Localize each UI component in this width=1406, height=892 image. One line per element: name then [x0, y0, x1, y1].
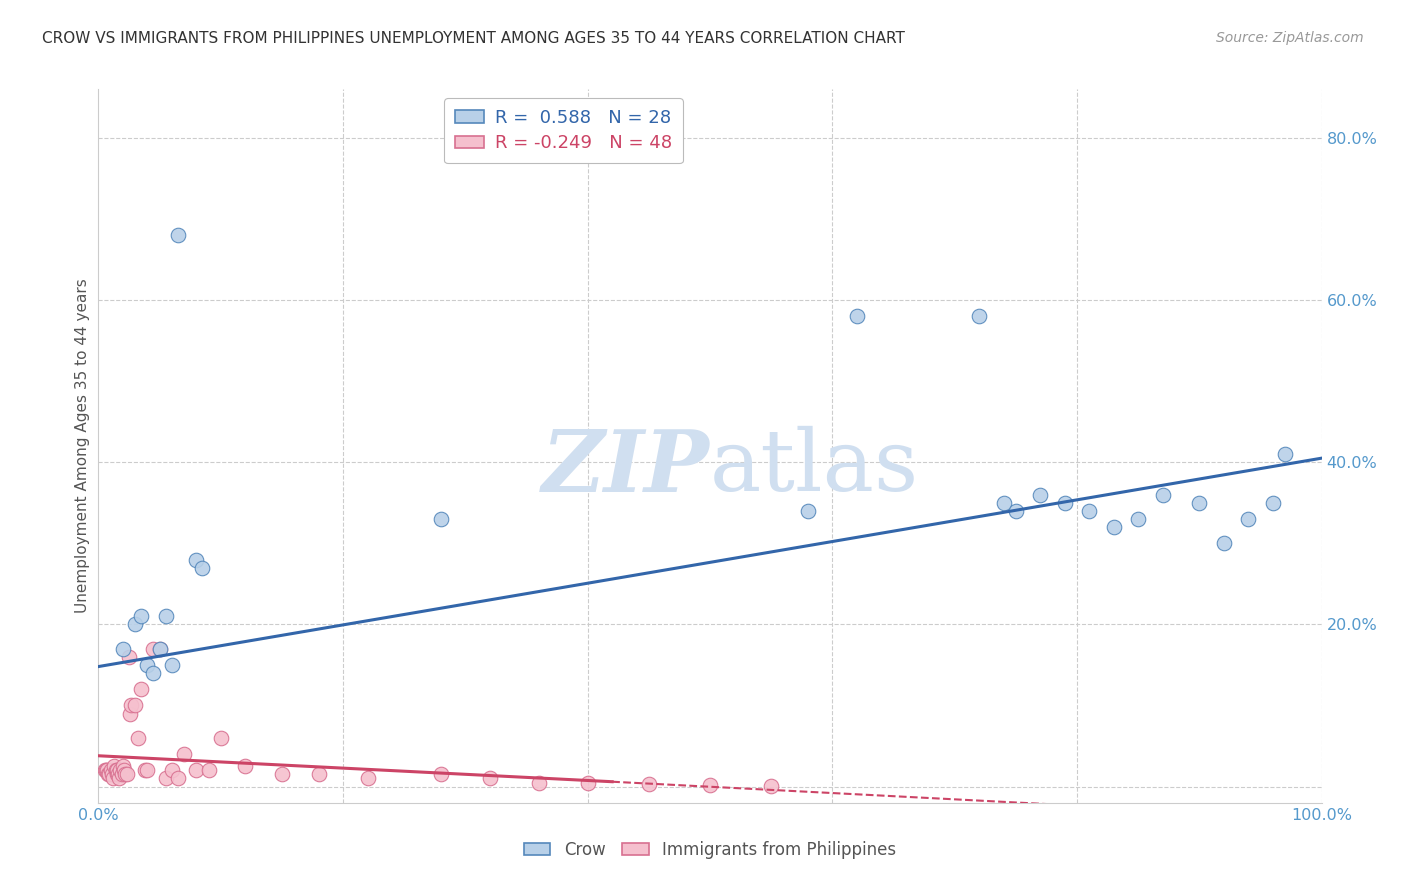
Point — [111, 641, 134, 656]
Point — [1152, 488, 1174, 502]
Point — [104, 764, 127, 778]
Text: CROW VS IMMIGRANTS FROM PHILIPPINES UNEMPLOYMENT AMONG AGES 35 TO 44 YEARS CORRE: CROW VS IMMIGRANTS FROM PHILIPPINES UNEM… — [42, 31, 905, 46]
Point — [1053, 496, 1076, 510]
Point — [209, 731, 232, 745]
Point — [136, 657, 159, 672]
Point — [1128, 512, 1150, 526]
Point — [111, 759, 134, 773]
Point — [1237, 512, 1260, 526]
Point — [993, 496, 1015, 510]
Point — [134, 764, 156, 778]
Y-axis label: Unemployment Among Ages 35 to 44 years: Unemployment Among Ages 35 to 44 years — [75, 278, 90, 614]
Point — [478, 772, 501, 786]
Point — [270, 767, 294, 781]
Point — [576, 775, 599, 789]
Point — [797, 504, 820, 518]
Point — [129, 609, 152, 624]
Text: Source: ZipAtlas.com: Source: ZipAtlas.com — [1216, 31, 1364, 45]
Point — [118, 649, 141, 664]
Point — [173, 747, 195, 761]
Point — [120, 706, 142, 721]
Point — [97, 767, 120, 781]
Point — [101, 772, 124, 786]
Point — [105, 767, 128, 781]
Point — [136, 764, 159, 778]
Point — [94, 764, 117, 778]
Legend: Crow, Immigrants from Philippines: Crow, Immigrants from Philippines — [517, 835, 903, 866]
Point — [1274, 447, 1296, 461]
Point — [129, 682, 152, 697]
Point — [115, 767, 138, 781]
Point — [96, 764, 118, 778]
Point — [93, 764, 115, 778]
Point — [356, 772, 378, 786]
Point — [149, 641, 172, 656]
Point — [127, 731, 149, 745]
Point — [1212, 536, 1234, 550]
Point — [430, 512, 453, 526]
Point — [967, 310, 990, 324]
Point — [186, 764, 208, 778]
Point — [100, 764, 122, 778]
Point — [845, 310, 868, 324]
Point — [155, 609, 177, 624]
Point — [149, 641, 172, 656]
Point — [1029, 488, 1052, 502]
Point — [308, 767, 330, 781]
Point — [142, 666, 165, 681]
Point — [101, 767, 124, 781]
Point — [160, 657, 183, 672]
Point — [103, 759, 125, 773]
Point — [112, 764, 135, 778]
Point — [1261, 496, 1284, 510]
Point — [527, 775, 550, 789]
Point — [110, 764, 132, 778]
Point — [186, 552, 208, 566]
Point — [1004, 504, 1026, 518]
Text: ZIP: ZIP — [543, 425, 710, 509]
Point — [233, 759, 256, 773]
Point — [191, 560, 214, 574]
Point — [160, 764, 183, 778]
Text: atlas: atlas — [710, 425, 920, 509]
Point — [761, 779, 783, 793]
Point — [699, 778, 721, 792]
Point — [1188, 496, 1211, 510]
Point — [167, 772, 190, 786]
Point — [114, 767, 136, 781]
Point — [124, 698, 146, 713]
Point — [107, 767, 129, 781]
Point — [1102, 520, 1125, 534]
Point — [638, 777, 661, 791]
Point — [98, 767, 121, 781]
Point — [111, 767, 134, 781]
Point — [108, 772, 131, 786]
Point — [120, 698, 142, 713]
Point — [1078, 504, 1101, 518]
Point — [142, 641, 165, 656]
Point — [124, 617, 146, 632]
Point — [430, 767, 453, 781]
Point — [197, 764, 219, 778]
Point — [155, 772, 177, 786]
Point — [167, 228, 190, 243]
Point — [105, 764, 128, 778]
